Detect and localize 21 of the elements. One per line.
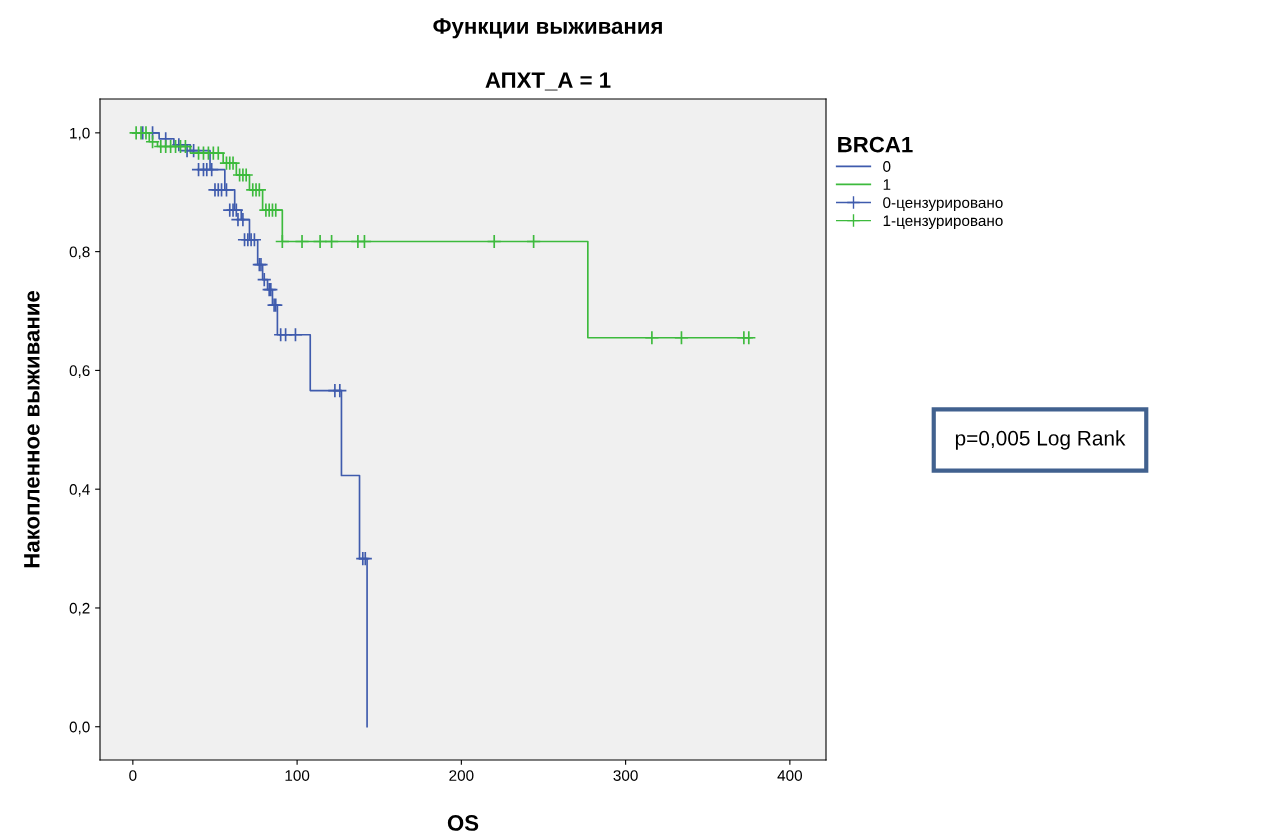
- legend-label: 1: [883, 179, 891, 190]
- legend-label: 1-цензурировано: [883, 215, 1003, 230]
- legend-label: 0-цензурировано: [883, 197, 1003, 212]
- chart-title: Функции выживания: [433, 18, 662, 39]
- y-tick-label: 0,8: [69, 246, 90, 260]
- y-tick-label: 0,0: [69, 721, 90, 735]
- x-tick-label: 400: [777, 770, 803, 781]
- x-tick-label: 200: [449, 770, 474, 781]
- y-tick-label: 1,0: [70, 127, 90, 141]
- y-tick-label: 0,4: [69, 484, 90, 497]
- x-tick-label: 100: [285, 770, 310, 781]
- x-tick-label: 300: [613, 770, 638, 781]
- x-axis-title: OS: [447, 815, 479, 831]
- y-tick-label: 0,6: [69, 365, 90, 378]
- x-tick-label: 0: [129, 770, 137, 781]
- text: p=0,005 Log Rank: [955, 430, 1126, 450]
- legend-title: BRCA1: [838, 136, 913, 153]
- y-axis-title: Накопленное выживание: [24, 290, 40, 568]
- y-tick-label: 0,2: [69, 602, 90, 616]
- chart-subtitle: АПХТ_А = 1: [485, 72, 611, 91]
- legend-label: 0: [883, 161, 891, 172]
